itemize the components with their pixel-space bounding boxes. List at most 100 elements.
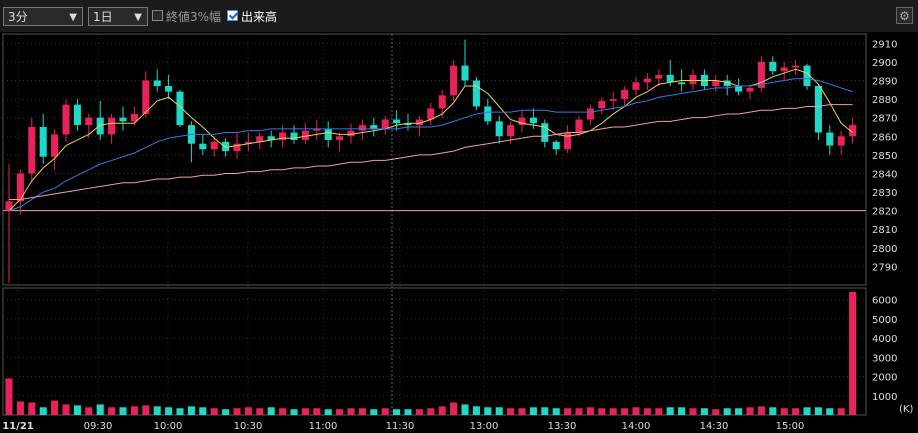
candle-body: [119, 117, 127, 122]
volume-checkbox[interactable]: [227, 10, 238, 21]
gear-icon[interactable]: ⚙: [896, 7, 913, 24]
volume-bar: [313, 408, 321, 415]
volume-bar: [575, 408, 583, 415]
volume-bar: [678, 407, 686, 415]
candle-body: [472, 80, 480, 107]
volume-bar: [256, 408, 264, 415]
candle-body: [575, 119, 583, 133]
candle-body: [244, 141, 252, 144]
candle-body: [643, 78, 651, 83]
volume-bar: [370, 409, 378, 415]
candle-body: [256, 136, 264, 142]
candle-body: [518, 117, 526, 126]
candle-body: [495, 121, 503, 137]
interval-select-label: 3分: [8, 10, 28, 24]
volume-bar: [621, 408, 629, 415]
volume-bar: [176, 408, 184, 415]
candle-body: [792, 65, 800, 68]
time-tick-label: 14:00: [622, 421, 651, 432]
price-tick-label: 2800: [872, 244, 897, 255]
candle-body: [347, 130, 355, 137]
candle-body: [632, 82, 640, 90]
candle-body: [689, 74, 697, 85]
volume-bar: [85, 407, 93, 415]
volume-bar: [28, 402, 36, 415]
candle-body: [769, 61, 777, 72]
candle-body: [666, 74, 674, 83]
candle-body: [301, 130, 309, 140]
price-tick-label: 2910: [872, 39, 897, 50]
candle-body: [404, 123, 412, 126]
volume-bar: [119, 407, 127, 415]
volume-bar: [632, 407, 640, 415]
time-tick-label: 09:30: [84, 421, 113, 432]
moving-average-line: [9, 104, 853, 200]
volume-bar: [222, 409, 230, 415]
volume-bar: [5, 378, 13, 415]
price-tick-label: 2880: [872, 95, 897, 106]
candle-body: [324, 128, 332, 140]
volume-bar: [199, 407, 207, 415]
period-select-label: 1日: [93, 10, 113, 24]
candle-body: [267, 136, 275, 140]
volume-bar: [598, 408, 606, 415]
candle-body: [598, 100, 606, 109]
time-tick-label: 13:30: [548, 421, 577, 432]
volume-bar: [609, 408, 617, 415]
candle-body: [757, 61, 765, 88]
candle-body: [678, 82, 686, 85]
price-tick-label: 2890: [872, 76, 897, 87]
volume-bar: [564, 408, 572, 415]
price-panel-frame: [2, 33, 867, 286]
volume-bar: [393, 409, 401, 415]
candle-body: [85, 117, 93, 126]
candle-body: [461, 65, 469, 81]
volume-panel-frame: [2, 287, 867, 416]
price-tick-label: 2870: [872, 114, 897, 125]
candle-body: [153, 80, 161, 87]
volume-bar: [461, 404, 469, 415]
interval-select[interactable]: 3分 ▼: [3, 7, 83, 26]
volume-bar: [837, 408, 845, 415]
candle-body: [313, 128, 321, 131]
candle-body: [176, 91, 184, 126]
volume-bar: [450, 402, 458, 415]
candle-body: [393, 119, 401, 124]
candle-body: [450, 65, 458, 96]
candle-body: [529, 117, 537, 124]
volume-bar: [700, 408, 708, 415]
volume-bar: [336, 409, 344, 415]
price-tick-label: 2850: [872, 151, 897, 162]
volume-tick-label: 2000: [872, 373, 897, 384]
moving-average-line: [8, 68, 853, 211]
volume-bar: [39, 407, 47, 415]
price-tick-label: 2830: [872, 188, 897, 199]
volume-bar: [438, 406, 446, 415]
candle-body: [723, 80, 731, 87]
band-checkbox[interactable]: [152, 10, 163, 21]
volume-bar: [826, 408, 834, 415]
volume-bar: [507, 408, 515, 415]
volume-bar: [427, 408, 435, 415]
candle-body: [621, 89, 629, 100]
candle-body: [746, 87, 754, 92]
volume-bar: [586, 407, 594, 415]
volume-bar: [358, 408, 366, 415]
candle-body: [484, 106, 492, 122]
candle-body: [279, 132, 287, 140]
period-select[interactable]: 1日 ▼: [88, 7, 148, 26]
volume-bar: [484, 407, 492, 415]
band-checkbox-label: 終値3%幅: [166, 10, 222, 24]
price-tick-label: 2810: [872, 225, 897, 236]
time-tick-label: 13:00: [470, 421, 499, 432]
volume-bar: [495, 407, 503, 415]
volume-bar: [472, 406, 480, 415]
candle-body: [552, 141, 560, 150]
volume-bar: [51, 400, 59, 415]
volume-bar: [62, 404, 70, 415]
volume-bar: [153, 406, 161, 415]
candle-body: [62, 104, 70, 135]
volume-bar: [415, 409, 423, 415]
volume-checkbox-label: 出来高: [241, 10, 278, 24]
price-tick-label: 2860: [872, 132, 897, 143]
